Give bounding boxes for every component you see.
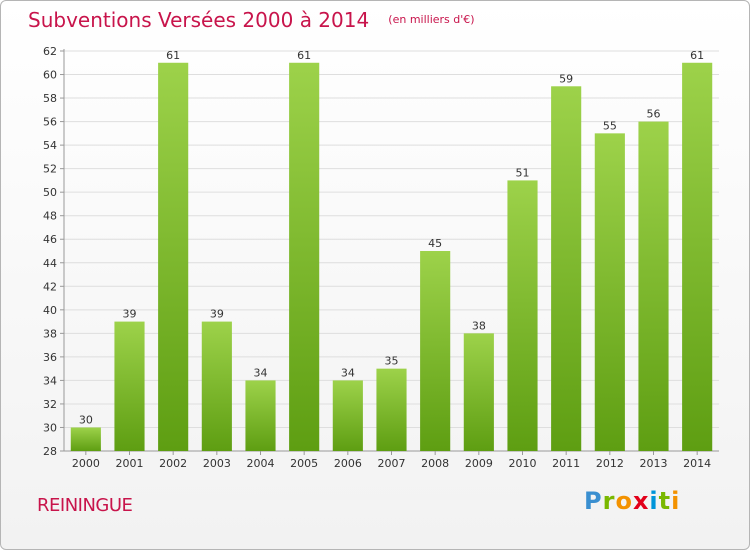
x-tick-label: 2005: [290, 457, 318, 470]
data-label: 35: [385, 355, 399, 368]
x-tick-label: 2002: [159, 457, 187, 470]
x-tick-label: 2003: [203, 457, 231, 470]
bar: [245, 380, 276, 451]
bar: [114, 321, 145, 451]
x-tick-label: 2000: [72, 457, 100, 470]
y-tick-label: 50: [43, 186, 57, 199]
bar: [638, 121, 669, 452]
bar: [70, 427, 101, 451]
data-label: 56: [647, 108, 661, 121]
x-tick-label: 2014: [683, 457, 711, 470]
bar: [332, 380, 363, 451]
y-tick-label: 58: [43, 92, 57, 105]
chart-subtitle: (en milliers d'€): [388, 13, 475, 26]
tick-labels: 28 30 32 34 36 38 40 42 44 46 48 50 52 54 56 58 60 62 2000…: [43, 45, 711, 470]
chart-title: Subventions Versées 2000 à 2014: [28, 8, 370, 32]
x-tick-label: 2013: [640, 457, 668, 470]
data-label: 34: [341, 366, 355, 379]
y-tick-label: 46: [43, 233, 57, 246]
commune-name: REININGUE: [37, 495, 133, 516]
data-label: 61: [166, 49, 180, 62]
data-labels: 30 39 61 39 34 61 34 35 45 38 51 59 55 56 61: [79, 49, 704, 427]
x-tick-label: 2006: [334, 457, 362, 470]
y-tick-label: 40: [43, 304, 57, 317]
x-tick-label: 2012: [596, 457, 624, 470]
y-tick-label: 60: [43, 69, 57, 82]
data-label: 38: [472, 319, 486, 332]
data-label: 39: [210, 308, 224, 321]
data-label: 39: [123, 308, 137, 321]
y-tick-label: 52: [43, 163, 57, 176]
x-tick-label: 2009: [465, 457, 493, 470]
y-tick-label: 48: [43, 210, 57, 223]
y-tick-label: 62: [43, 45, 57, 58]
x-tick-label: 2007: [378, 457, 406, 470]
proxiti-logo[interactable]: Proxiti: [584, 487, 681, 515]
bar: [682, 62, 713, 451]
bars: [70, 62, 713, 452]
data-label: 55: [603, 119, 617, 132]
x-tick-label: 2001: [116, 457, 144, 470]
x-tick-label: 2008: [421, 457, 449, 470]
y-tick-label: 56: [43, 116, 57, 129]
y-tick-label: 54: [43, 139, 57, 152]
data-label: 51: [516, 166, 530, 179]
data-label: 61: [297, 49, 311, 62]
bar: [289, 62, 320, 451]
bar: [507, 180, 538, 452]
data-label: 30: [79, 413, 93, 426]
data-label: 61: [690, 49, 704, 62]
bar: [158, 62, 189, 451]
data-label: 34: [254, 366, 268, 379]
bar: [551, 86, 582, 451]
y-tick-label: 42: [43, 280, 57, 293]
data-label: 45: [428, 237, 442, 250]
y-tick-label: 28: [43, 445, 57, 458]
x-tick-label: 2004: [247, 457, 275, 470]
y-tick-label: 44: [43, 257, 57, 270]
y-tick-label: 34: [43, 374, 57, 387]
bar: [463, 333, 494, 451]
title-line: Subventions Versées 2000 à 2014 (en mill…: [28, 8, 475, 32]
y-tick-label: 30: [43, 421, 57, 434]
y-tick-label: 36: [43, 351, 57, 364]
bar: [420, 251, 451, 451]
bar: [594, 133, 625, 451]
x-tick-label: 2011: [552, 457, 580, 470]
y-tick-label: 38: [43, 327, 57, 340]
y-tick-label: 32: [43, 398, 57, 411]
data-label: 59: [559, 72, 573, 85]
bar: [201, 321, 232, 451]
x-tick-label: 2010: [509, 457, 537, 470]
bar: [376, 368, 407, 451]
